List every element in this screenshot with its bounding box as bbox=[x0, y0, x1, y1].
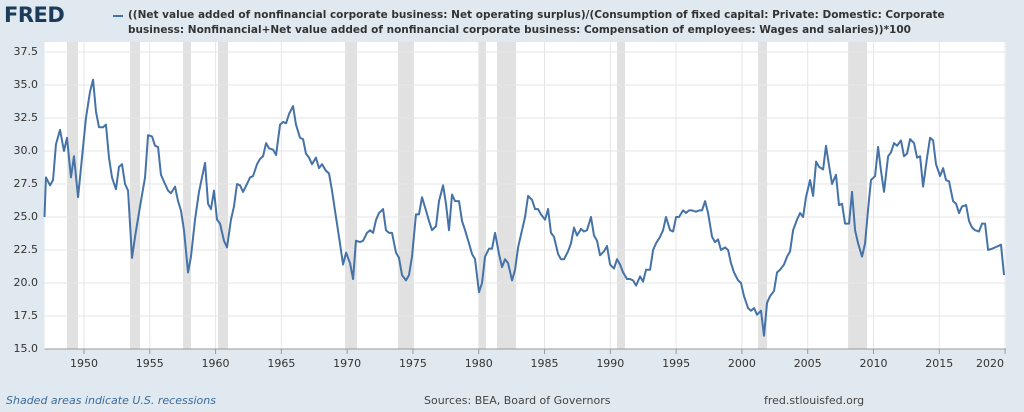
x-tick-label: 1985 bbox=[531, 357, 559, 370]
legend-entry: ((Net value added of nonfinancial corpor… bbox=[128, 9, 945, 36]
y-tick-label: 35.0 bbox=[14, 78, 39, 91]
x-tick-label: 2005 bbox=[794, 357, 822, 370]
recession-band bbox=[183, 42, 191, 349]
x-tick-label: 1950 bbox=[70, 357, 98, 370]
recession-band bbox=[848, 42, 868, 349]
x-tick-label: 2015 bbox=[925, 357, 953, 370]
recession-band bbox=[398, 42, 414, 349]
recession-band bbox=[130, 42, 141, 349]
y-tick-label: 17.5 bbox=[14, 309, 39, 322]
x-tick-label: 1990 bbox=[596, 357, 624, 370]
x-tick-label: 1965 bbox=[267, 357, 295, 370]
source: Sources: BEA, Board of Governors bbox=[424, 394, 611, 407]
source-url: fred.stlouisfed.org bbox=[764, 394, 865, 407]
recession-band bbox=[758, 42, 768, 349]
recession-band bbox=[218, 42, 229, 349]
y-tick-label: 27.5 bbox=[14, 177, 39, 190]
x-tick-label: 1970 bbox=[333, 357, 361, 370]
recession-note: Shaded areas indicate U.S. recessions bbox=[6, 394, 216, 407]
recession-band bbox=[497, 42, 517, 349]
x-tick-label: 1975 bbox=[399, 357, 427, 370]
y-tick-label: 20.0 bbox=[14, 276, 39, 289]
y-tick-label: 37.5 bbox=[14, 45, 39, 58]
x-tick-label: 2020 bbox=[976, 357, 1004, 370]
x-tick-label: 1995 bbox=[662, 357, 690, 370]
x-tick-label: 1980 bbox=[465, 357, 493, 370]
recession-band bbox=[67, 42, 79, 349]
y-tick-label: 15.0 bbox=[14, 342, 39, 355]
logo: FRED bbox=[4, 3, 65, 27]
x-tick-label: 2010 bbox=[859, 357, 887, 370]
x-tick-label: 2000 bbox=[728, 357, 756, 370]
y-tick-label: 25.0 bbox=[14, 210, 39, 223]
recession-band bbox=[345, 42, 358, 349]
recession-band bbox=[478, 42, 486, 349]
y-tick-label: 22.5 bbox=[14, 243, 39, 256]
y-tick-label: 30.0 bbox=[14, 144, 39, 157]
chart: 15.0 17.5 20.0 22.5 25.0 27.5 30.0 32.5 35.0 37.5… bbox=[14, 42, 1006, 370]
plot-area bbox=[44, 42, 1006, 349]
x-tick-label: 1955 bbox=[136, 357, 164, 370]
legend-swatch bbox=[113, 15, 123, 17]
data-line bbox=[43, 78, 1006, 337]
x-tick-label: 1960 bbox=[202, 357, 230, 370]
y-tick-label: 32.5 bbox=[14, 111, 39, 124]
recession-band bbox=[617, 42, 626, 349]
